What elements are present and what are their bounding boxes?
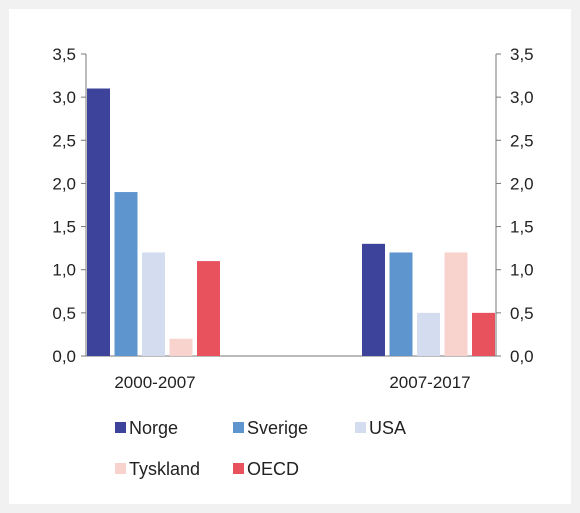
- right-tick-label: 0,0: [510, 347, 534, 366]
- legend-swatch-oecd: [233, 463, 244, 474]
- bar-tyskland-2007-2017: [444, 252, 468, 356]
- legend: Norge Sverige USA Tyskland OECD: [115, 418, 406, 479]
- left-tick-label: 3,5: [52, 45, 76, 64]
- bar-oecd-2007-2017: [472, 312, 495, 356]
- legend-swatch-norge: [115, 422, 126, 433]
- bar-tyskland-2000-2007: [169, 338, 193, 356]
- legend-swatch-tyskland: [115, 463, 126, 474]
- right-tick-label: 1,0: [510, 261, 534, 280]
- right-tick-label: 0,5: [510, 304, 534, 323]
- bar-usa-2000-2007: [142, 252, 165, 356]
- category-label: 2007-2017: [389, 373, 470, 392]
- bar-sverige-2007-2017: [389, 252, 413, 356]
- left-tick-label: 2,0: [52, 174, 76, 193]
- legend-label-oecd: OECD: [247, 459, 299, 479]
- right-tick-label: 3,5: [510, 45, 534, 64]
- bar-oecd-2000-2007: [197, 261, 220, 356]
- left-tick-label: 2,5: [52, 131, 76, 150]
- left-tick-label: 3,0: [52, 88, 76, 107]
- right-tick-label: 2,0: [510, 174, 534, 193]
- bar-norge-2007-2017: [362, 243, 385, 356]
- legend-label-sverige: Sverige: [247, 418, 308, 438]
- left-tick-label: 1,5: [52, 218, 76, 237]
- bar-usa-2007-2017: [417, 312, 440, 356]
- legend-label-tyskland: Tyskland: [129, 459, 200, 479]
- right-tick-label: 2,5: [510, 131, 534, 150]
- left-tick-label: 0,0: [52, 347, 76, 366]
- category-labels: 2000-2007 2007-2017: [114, 373, 470, 392]
- right-tick-label: 3,0: [510, 88, 534, 107]
- left-tick-label: 0,5: [52, 304, 76, 323]
- bar-sverige-2000-2007: [114, 192, 138, 356]
- category-label: 2000-2007: [114, 373, 195, 392]
- legend-label-usa: USA: [369, 418, 406, 438]
- bars: [87, 88, 495, 356]
- legend-swatch-usa: [355, 422, 366, 433]
- legend-label-norge: Norge: [129, 418, 178, 438]
- left-tick-label: 1,0: [52, 261, 76, 280]
- bar-norge-2000-2007: [87, 88, 110, 356]
- right-tick-label: 1,5: [510, 218, 534, 237]
- legend-swatch-sverige: [233, 422, 244, 433]
